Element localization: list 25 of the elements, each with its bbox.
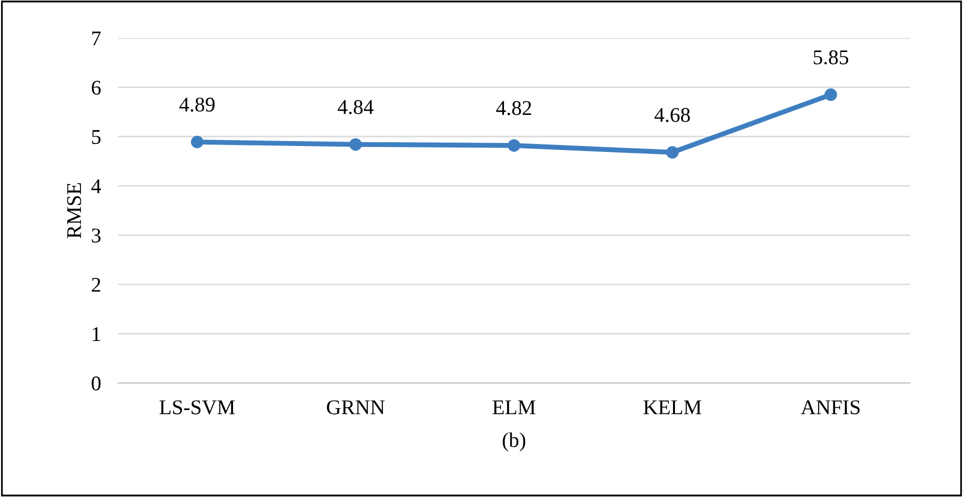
data-label: 4.84 [338,100,374,114]
point [666,146,679,159]
x-tick-label: LS-SVM [160,400,235,414]
data-label: 4.82 [496,101,532,116]
data-label: 4.89 [179,98,215,112]
point [349,138,362,151]
y-tick-label: 7 [92,32,101,46]
y-tick-label: 4 [91,179,102,194]
y-tick-label: 6 [92,80,101,95]
point [824,88,838,101]
x-tick-label: ANFIS [800,400,860,414]
x-tick-label: ELM [492,400,536,414]
y-tick-label: 3 [92,228,101,243]
y-tick-label: 5 [92,130,101,144]
data-label: 5.85 [814,50,848,64]
y-tick-label: 0 [92,376,101,390]
x-tick-label: KELM [643,400,702,414]
y-tick-label: 2 [92,278,100,292]
y-axis-title: RMSE [67,183,82,238]
x-tick-label: GRNN [326,400,385,414]
point [508,139,520,152]
y-tick-label: 1 [92,327,100,341]
x-axis-title: (b) [502,432,526,452]
point [190,136,204,148]
data-label: 4.68 [654,108,690,122]
